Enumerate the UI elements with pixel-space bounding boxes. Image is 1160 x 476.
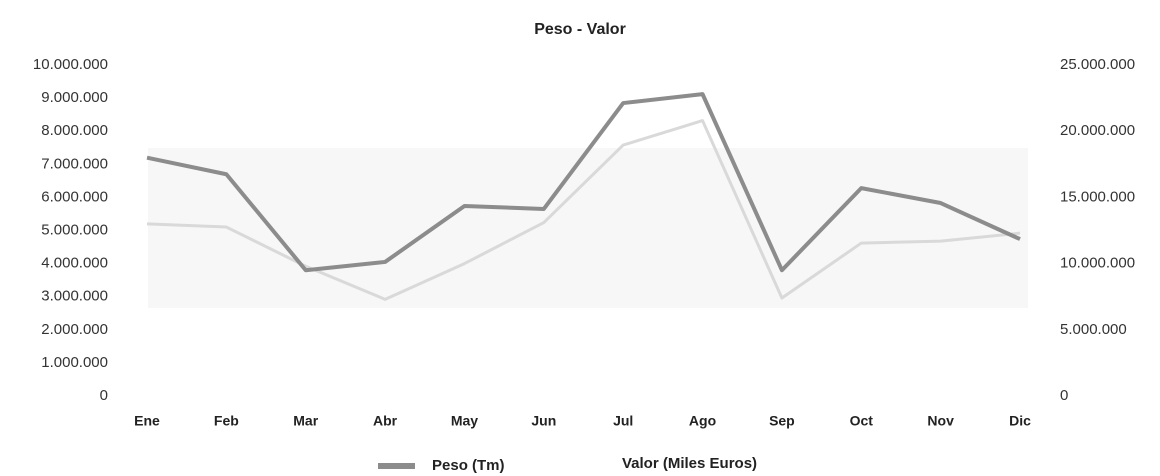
legend-swatch [378, 463, 415, 469]
legend-label: Peso (Tm) [432, 457, 505, 474]
legend-label: Valor (Miles Euros) [622, 455, 757, 472]
x-tick-label: Abr [373, 413, 398, 429]
y-tick-label: 9.000.000 [41, 89, 108, 106]
x-tick-label: Ene [134, 413, 160, 429]
y2-tick-label: 20.000.000 [1060, 122, 1135, 139]
line-series [146, 119, 1021, 301]
x-tick-label: Feb [214, 413, 239, 429]
y-tick-label: 0 [100, 387, 108, 404]
x-tick-label: Jul [613, 413, 633, 429]
y2-tick-label: 0 [1060, 387, 1068, 404]
x-tick-label: Ago [689, 413, 716, 429]
y2-tick-label: 5.000.000 [1060, 321, 1127, 338]
plot-band [148, 148, 1028, 308]
y2-tick-label: 10.000.000 [1060, 255, 1135, 272]
line-series [146, 92, 1021, 273]
y-tick-label: 5.000.000 [41, 221, 108, 238]
x-tick-label: Sep [769, 413, 795, 429]
y-tick-label: 6.000.000 [41, 188, 108, 205]
y2-tick-label: 25.000.000 [1060, 56, 1135, 73]
y-tick-label: 7.000.000 [41, 155, 108, 172]
y-tick-label: 1.000.000 [41, 354, 108, 371]
y-tick-label: 3.000.000 [41, 288, 108, 305]
y2-tick-label: 15.000.000 [1060, 188, 1135, 205]
x-tick-label: Jun [531, 413, 556, 429]
x-tick-label: Nov [927, 413, 954, 429]
y-tick-label: 10.000.000 [33, 56, 108, 73]
x-tick-label: Oct [850, 413, 874, 429]
y-tick-label: 2.000.000 [41, 321, 108, 338]
y-tick-label: 8.000.000 [41, 122, 108, 139]
x-tick-label: Dic [1009, 413, 1031, 429]
x-tick-label: Mar [293, 413, 318, 429]
y-tick-label: 4.000.000 [41, 255, 108, 272]
chart-title: Peso - Valor [534, 21, 626, 38]
x-tick-label: May [451, 413, 478, 429]
